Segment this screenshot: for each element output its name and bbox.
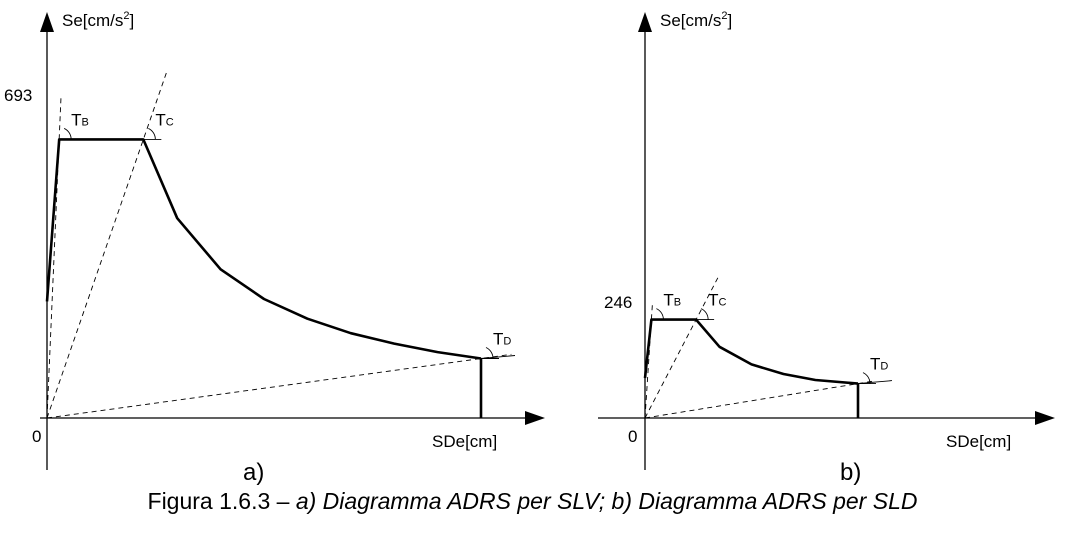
period-label-tb: TB [71, 110, 89, 129]
x-axis-title-b: SDe[cm] [946, 432, 1011, 451]
angle-arc-tb [656, 308, 664, 320]
origin-label-b: 0 [628, 427, 637, 446]
panel-label-a: a) [243, 459, 264, 486]
y-axis-arrow-a [40, 12, 54, 32]
y-axis-arrow-b [638, 12, 652, 32]
caption-prefix: Figura 1.6.3 – [147, 488, 296, 514]
plot-a: TB TC TD [45, 69, 516, 419]
angle-arc-td [485, 347, 494, 359]
td-period-line [644, 380, 873, 419]
caption-italic: a) Diagramma ADRS per SLV; b) Diagramma … [295, 488, 918, 514]
y-axis-title-a: Se[cm/s2] [62, 10, 134, 30]
y-tick-label-b: 246 [604, 293, 632, 312]
panel-b: Se[cm/s2] SDe[cm] 0 246 b) TB TC TD [598, 10, 1055, 486]
period-label-tc: TC [155, 110, 173, 129]
td-tangent [480, 355, 516, 359]
period-label-tb: TB [663, 291, 681, 310]
x-axis-arrow-a [525, 411, 545, 425]
y-axis-title-b: Se[cm/s2] [660, 10, 732, 30]
tc-period-line [46, 69, 168, 419]
y-tick-label-a: 693 [4, 86, 32, 105]
origin-label-a: 0 [32, 427, 41, 446]
x-axis-title-a: SDe[cm] [432, 432, 497, 451]
spectrum-curve-b [643, 318, 859, 385]
angle-arc-tc [148, 128, 156, 140]
spectrum-curve-a [45, 138, 482, 360]
panel-a: Se[cm/s2] SDe[cm] 0 693 a) TB TC TD [4, 10, 545, 486]
panel-label-b: b) [840, 459, 861, 486]
tb-period-line [644, 304, 653, 419]
period-label-td: TD [493, 330, 511, 349]
figure-caption: Figura 1.6.3 – a) Diagramma ADRS per SLV… [0, 488, 1065, 515]
plot-b: TB TC TD [643, 275, 893, 419]
td-tangent [857, 380, 893, 385]
x-axis-arrow-b [1035, 411, 1055, 425]
angle-arc-td [862, 372, 871, 384]
angle-arc-tb [63, 128, 72, 140]
period-label-tc: TC [708, 291, 726, 310]
td-period-line [46, 353, 512, 419]
angle-arc-tc [700, 308, 709, 320]
period-label-td: TD [870, 355, 888, 374]
